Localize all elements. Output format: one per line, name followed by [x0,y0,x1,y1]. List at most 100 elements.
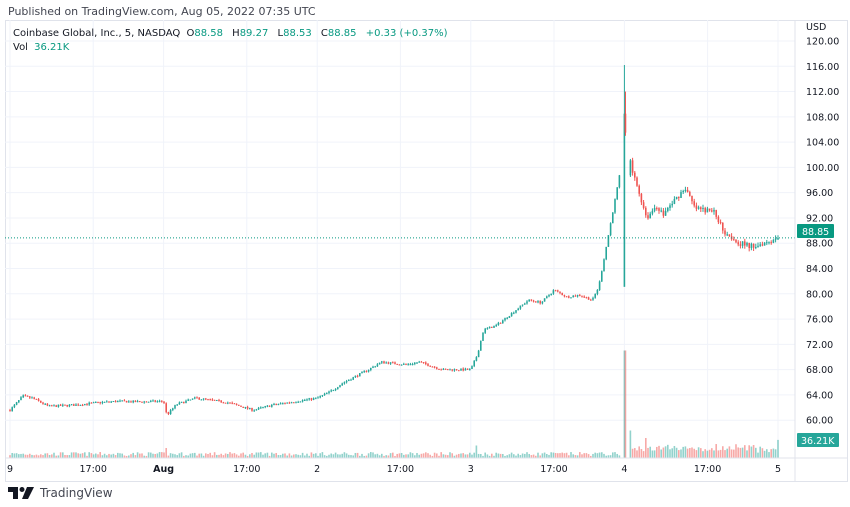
volume-bar [724,450,726,458]
last-volume-badge [797,433,839,447]
volume-bar [9,455,11,458]
volume-bar [158,452,161,458]
volume-bar [741,447,744,458]
volume-bar [563,453,566,458]
candle-body [260,407,262,409]
candle-body [598,281,601,290]
candle-body [31,397,33,399]
volume-bar [557,453,559,458]
volume-bar [253,454,255,458]
time-tick-label: 17:00 [387,464,414,475]
close-number: 88.85 [327,28,357,39]
candle-body [297,401,299,403]
volume-bar [528,453,530,458]
volume-bar [84,452,86,458]
volume-bar [436,453,438,458]
candle-body [427,364,429,366]
candle-body [264,406,266,408]
candle-body [568,296,570,298]
volume-bar [288,453,291,458]
high-number: 89.27 [239,28,269,39]
tradingview-logo[interactable]: TradingView [8,486,113,500]
candle-body [163,401,165,404]
candle-body [539,301,541,304]
candle-body [535,301,537,303]
last-volume-label: 36.21K [801,436,835,447]
candle-body [414,362,416,365]
volume-bar [405,454,407,458]
volume-bar [585,453,588,458]
volume-bar [614,452,616,458]
candle-body [499,322,502,324]
candle-body [352,377,354,380]
volume-bar [493,455,495,458]
volume-bar [128,455,130,458]
candle-body [636,177,638,186]
candle-body [136,401,139,403]
volume-bar [242,452,244,458]
candle-body [517,308,519,311]
candle-body [609,223,612,236]
candle-body [429,365,431,367]
candle-body [40,400,42,403]
candle-body [348,380,350,382]
candle-body [284,403,286,405]
volume-bar [464,454,467,458]
candle-body [647,215,649,219]
symbol-title[interactable]: Coinbase Global, Inc., 5, NASDAQ [13,28,181,39]
volume-bar [18,454,20,458]
candle-body [486,328,489,330]
volume-bar [730,449,733,458]
candle-body [359,373,361,377]
volume-bar [739,447,742,458]
volume-bar [11,452,13,458]
volume-bar [64,455,66,458]
volume-bar [612,452,614,458]
candle-body [128,401,130,403]
candle-body [728,234,731,237]
candle-body [440,369,442,371]
candle-body [706,208,709,213]
high-value: H89.27 [232,28,271,39]
volume-bar [378,455,381,458]
candle-body [231,402,233,404]
volume-bar [486,454,489,458]
volume-bar [202,455,205,458]
volume-bar [273,453,275,458]
candle-body [383,361,385,364]
volume-bar [205,453,207,458]
volume-bar [682,446,684,458]
candle-body [59,404,62,406]
candle-body [345,381,348,383]
candle-body [726,234,728,236]
volume-bar [640,449,643,458]
candle-body [229,402,231,404]
candle-body [282,403,284,405]
volume-bar [134,455,137,458]
volume-bar [262,454,264,458]
candle-body [664,210,667,216]
candle-body [774,238,777,240]
candle-body [11,407,13,412]
volume-bar [209,452,211,458]
volume-bar [656,446,658,458]
volume-bar [95,453,97,458]
volume-bar [68,455,71,458]
volume-bar [334,452,337,458]
candle-body [57,404,60,407]
candle-body [205,398,207,400]
low-value: L88.53 [278,28,315,39]
candle-body [436,367,438,369]
volume-bar [86,455,88,458]
volume-bar [440,452,442,458]
volume-bar [306,453,308,458]
time-axis[interactable]: 9 17:00 Aug 17:00 2 17:00 3 17:00 4 17:00 5 [7,464,781,475]
candle-body [110,401,112,403]
candle-body [438,368,440,370]
price-axis[interactable]: 120.00 116.00 112.00 108.00 104.00 100.00 96.0… [806,37,839,427]
candle-body [123,400,126,402]
volume-bar [649,446,651,458]
candle-body [733,239,735,241]
volume-label[interactable]: Vol [13,42,28,53]
